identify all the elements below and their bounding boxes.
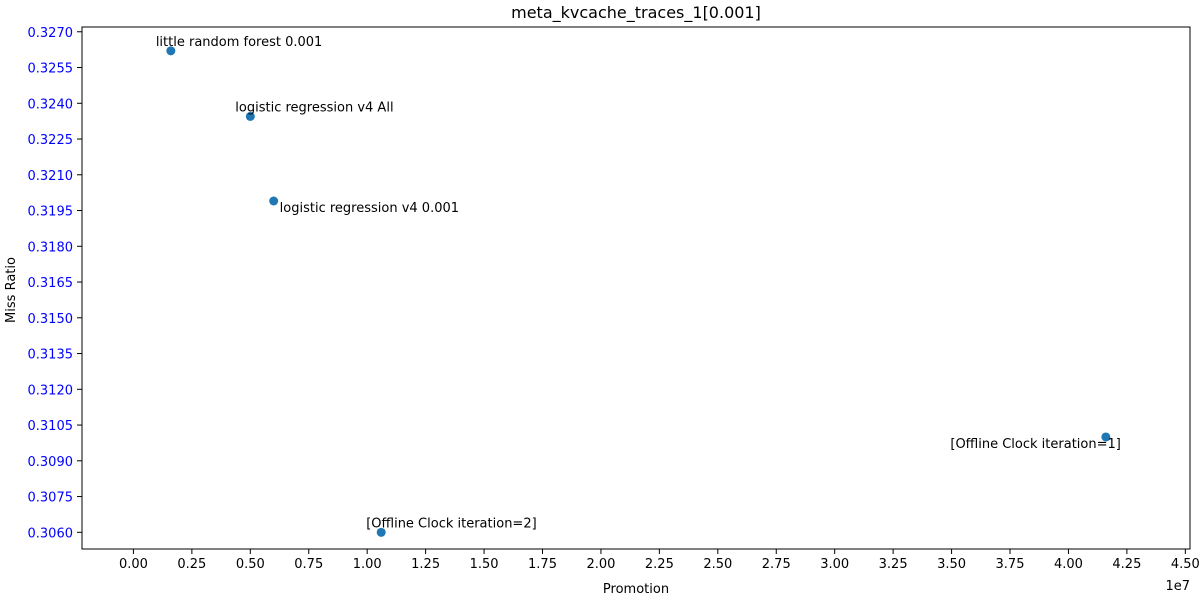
- x-tick-label: 2.75: [762, 557, 791, 572]
- x-tick-label: 0.75: [294, 557, 323, 572]
- y-tick-label: 0.3240: [28, 97, 74, 112]
- y-tick-label: 0.3150: [28, 312, 74, 327]
- x-tick-label: 1.25: [411, 557, 440, 572]
- y-tick-label: 0.3135: [28, 348, 74, 363]
- x-axis-ticks: 0.00 0.25 0.50 0.75 1.00 1.25 1.50 1.75 2.00 2.25…: [119, 549, 1200, 572]
- point-label: little random forest 0.001: [156, 35, 323, 50]
- point-label: logistic regression v4 0.001: [280, 201, 459, 216]
- x-tick-label: 4.25: [1112, 557, 1141, 572]
- y-tick-label: 0.3105: [28, 419, 74, 434]
- data-point: [245, 111, 255, 121]
- x-tick-label: 2.50: [703, 557, 732, 572]
- data-point: [1101, 432, 1111, 442]
- x-tick-label: 1.75: [528, 557, 557, 572]
- plot-area: [81, 26, 1191, 550]
- y-tick-label: 0.3075: [28, 491, 74, 506]
- point-label: [Offline Clock iteration=1]: [950, 437, 1120, 452]
- y-tick-label: 0.3060: [28, 526, 74, 541]
- x-tick-label: 3.50: [937, 557, 966, 572]
- y-tick-label: 0.3165: [28, 276, 74, 291]
- y-axis-label: Miss Ratio: [4, 257, 19, 323]
- chart-title: meta_kvcache_traces_1[0.001]: [511, 3, 761, 23]
- x-tick-label: 0.00: [119, 557, 148, 572]
- x-axis-label: Promotion: [603, 582, 669, 597]
- x-tick-label: 0.50: [236, 557, 265, 572]
- x-tick-label: 1.00: [353, 557, 382, 572]
- x-tick-label: 2.25: [645, 557, 674, 572]
- y-tick-label: 0.3225: [28, 133, 74, 148]
- x-tick-label: 3.75: [996, 557, 1025, 572]
- data-point: [269, 196, 279, 206]
- x-tick-label: 0.25: [177, 557, 206, 572]
- point-label: [Offline Clock iteration=2]: [366, 516, 536, 531]
- data-points: [166, 46, 1111, 537]
- x-tick-label: 4.00: [1054, 557, 1083, 572]
- x-tick-label: 2.00: [586, 557, 615, 572]
- y-tick-label: 0.3210: [28, 169, 74, 184]
- x-tick-label: 1.50: [470, 557, 499, 572]
- y-tick-label: 0.3090: [28, 455, 74, 470]
- y-tick-label: 0.3270: [28, 26, 74, 41]
- point-annotations: little random forest 0.001 logistic regre…: [156, 35, 1121, 531]
- y-tick-label: 0.3120: [28, 383, 74, 398]
- x-tick-label: 3.25: [879, 557, 908, 572]
- point-label: logistic regression v4 All: [235, 100, 393, 115]
- y-tick-label: 0.3180: [28, 240, 74, 255]
- data-point: [376, 527, 386, 537]
- y-tick-label: 0.3255: [28, 62, 74, 77]
- y-axis-ticks: 0.3060 0.3075 0.3090 0.3105 0.3120 0.3135 0.31…: [28, 26, 82, 541]
- y-tick-label: 0.3195: [28, 205, 74, 220]
- x-tick-label: 4.50: [1171, 557, 1200, 572]
- data-point: [166, 46, 176, 56]
- x-axis-offset-label: 1e7: [1165, 579, 1190, 594]
- x-tick-label: 3.00: [820, 557, 849, 572]
